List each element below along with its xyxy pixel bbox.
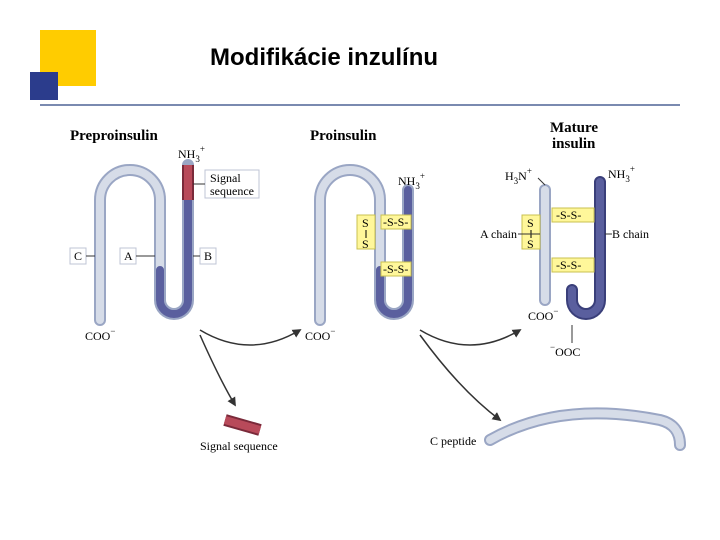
nh3-label-3: NH3+ [608,164,635,184]
b-chain-label: B chain [612,227,649,241]
svg-text:S: S [362,216,369,230]
svg-text:S: S [527,237,534,251]
svg-text:sequence: sequence [210,184,254,198]
slide: Modifikácie inzulínu Preproinsulin NH3+ … [0,0,720,540]
arrow-signal-off [200,335,235,405]
arrow-2 [420,330,520,345]
svg-text:B: B [204,249,212,263]
svg-text:S: S [362,237,369,251]
svg-text:-S-S-: -S-S- [383,215,408,229]
coo-label-3: COO− [528,306,558,323]
svg-text:-S-S-: -S-S- [556,258,581,272]
h3n-label: H3N+ [505,166,532,186]
preproinsulin-group: Preproinsulin NH3+ COO− Signal sequence … [70,128,300,453]
coo-label-2: COO− [305,326,335,343]
arrow-cpep-off [420,335,500,420]
header-proinsulin: Proinsulin [310,128,377,144]
svg-text:A: A [124,249,133,263]
mature-insulin-group: Mature insulin H3N+ NH3+ COO− −OOC S S [480,120,649,359]
insulin-diagram: Preproinsulin NH3+ COO− Signal sequence … [0,0,720,540]
svg-text:-S-S-: -S-S- [556,208,581,222]
a-chain-label: A chain [480,227,517,241]
svg-text:C: C [74,249,82,263]
header-preproinsulin: Preproinsulin [70,128,158,144]
svg-text:S: S [527,216,534,230]
svg-text:-S-S-: -S-S- [383,262,408,276]
coo-label: COO− [85,326,115,343]
header-mature: Mature [550,120,598,136]
arrow-1 [200,330,300,345]
svg-text:insulin: insulin [552,136,596,152]
signal-seq-label: Signal [210,171,241,185]
ooc-label: −OOC [550,342,580,359]
signal-seq-cleaved: Signal sequence [200,439,278,453]
c-peptide-label: C peptide [430,434,476,448]
